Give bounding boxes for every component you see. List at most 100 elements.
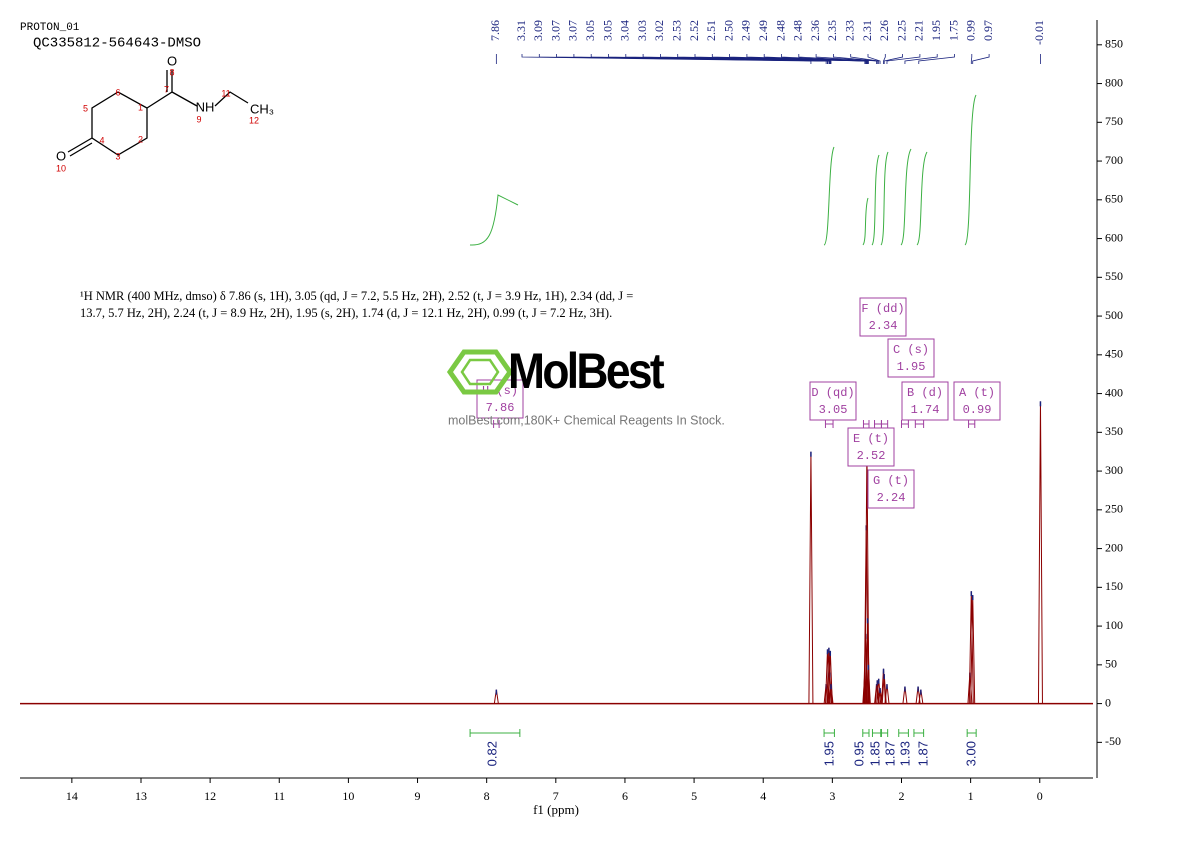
atom-number: 5 [83,103,88,113]
y-tick-label: 100 [1105,618,1123,632]
peak-label: 3.07 [548,20,562,41]
x-tick-label: 0 [1037,789,1043,803]
bonds [67,70,249,157]
peak-label: 3.04 [618,20,632,41]
multiplet-box [867,469,915,509]
peak-label-connector [660,54,832,64]
x-tick-label: 8 [484,789,490,803]
peak-label-connector [883,54,886,64]
y-tick-label: 800 [1105,75,1123,89]
peak-label: 3.05 [583,20,597,41]
multiplet-shift: 2.52 [857,449,886,463]
atom-number: 7 [164,84,169,94]
peak-label-connector [883,54,903,64]
atom-number: 2 [138,134,143,144]
peak-label: -0.01 [1032,20,1046,45]
peak-label-connector [833,54,878,64]
integral-curve [916,151,928,246]
integral-bracket [966,729,977,737]
multiplet-shift: 3.05 [819,403,848,417]
y-tick-label: 700 [1105,153,1123,167]
atom: O [167,53,177,68]
multiplet-box [847,427,895,467]
multiplet-bracket [862,420,870,428]
x-tick-label: 2 [898,789,904,803]
atom: NH [196,99,215,114]
atom-number: 8 [169,67,174,77]
peak-label: 2.33 [842,20,856,41]
peak-label: 2.50 [721,20,735,41]
atom-number: 1 [138,102,143,112]
integral-bracket [913,729,925,737]
multiplet-box [859,297,907,337]
multiplet-label: B (d) [907,386,943,400]
multiplet-box [901,381,949,421]
peak [1037,401,1043,704]
integral-label: 1.93 [897,741,912,766]
x-tick-label: 11 [273,789,285,803]
multiplet-box [887,338,935,378]
peak-label: 2.48 [791,20,805,41]
x-tick-label: 5 [691,789,697,803]
peak-label: 2.52 [687,20,701,41]
x-tick-label: 4 [760,789,766,803]
integral-bracket [898,729,909,737]
peak-label: 2.21 [912,20,926,41]
y-tick-label: 300 [1105,463,1123,477]
peak [493,689,499,704]
multiplet-label: C (s) [893,343,929,357]
integral-label: 3.00 [963,741,978,766]
x-tick-label: 12 [204,789,216,803]
atom-number: 9 [196,114,201,124]
x-tick-label: 13 [135,789,147,803]
y-tick-label: 50 [1105,657,1117,671]
multiplet-label: D (qd) [811,386,854,400]
multiplet-shift: 2.34 [869,319,898,333]
multiplet-label: G (t) [873,474,909,488]
peak-label-connector [886,54,921,64]
peak-label-connector [904,54,938,64]
y-tick-label: 850 [1105,37,1123,51]
nmr-description: ¹H NMR (400 MHz, dmso) δ 7.86 (s, 1H), 3… [80,289,634,320]
multiplet-bracket [914,420,925,428]
x-tick-label: 9 [415,789,421,803]
peak-label: 3.03 [635,20,649,41]
integral-bracket [871,729,882,737]
integral-label: 1.85 [867,741,882,766]
atom: O [56,148,66,163]
peak-label: 3.07 [566,20,580,41]
atom-number: 6 [115,87,120,97]
peak-label: 2.49 [756,20,770,41]
peak-label: 2.26 [877,20,891,41]
peak-label-connector [850,54,880,64]
y-tick-label: 650 [1105,192,1123,206]
multiplet-shift: 0.99 [963,403,992,417]
peak-label-connector [763,54,869,64]
multiplet-bracket [874,420,882,428]
sample-name: QC335812-564643-DMSO [33,36,201,52]
y-tick-label: 400 [1105,385,1123,399]
peak-label: 2.53 [669,20,683,41]
atom: CH₃ [250,101,274,116]
integral-curve [823,146,835,246]
x-tick-label: 10 [342,789,354,803]
peak-label: 1.75 [946,20,960,41]
y-tick-label: 750 [1105,114,1123,128]
peak-label: 2.25 [894,20,908,41]
peak-label: 2.36 [808,20,822,41]
x-tick-label: 6 [622,789,628,803]
multiplet-box [953,381,1001,421]
peak-label: 2.51 [704,20,718,41]
multiplet-bracket [493,420,500,428]
integral-curve [862,197,869,246]
multiplet-label: H (s) [482,384,518,398]
x-tick-label: 3 [829,789,835,803]
peak-label: 1.95 [929,20,943,41]
integral-curve [880,151,889,246]
integral-curves [469,94,977,246]
multiplet-bracket [824,420,834,428]
experiment-name: PROTON_01 [20,22,80,34]
atom-number: 12 [249,115,259,125]
peak-label: 3.09 [531,20,545,41]
